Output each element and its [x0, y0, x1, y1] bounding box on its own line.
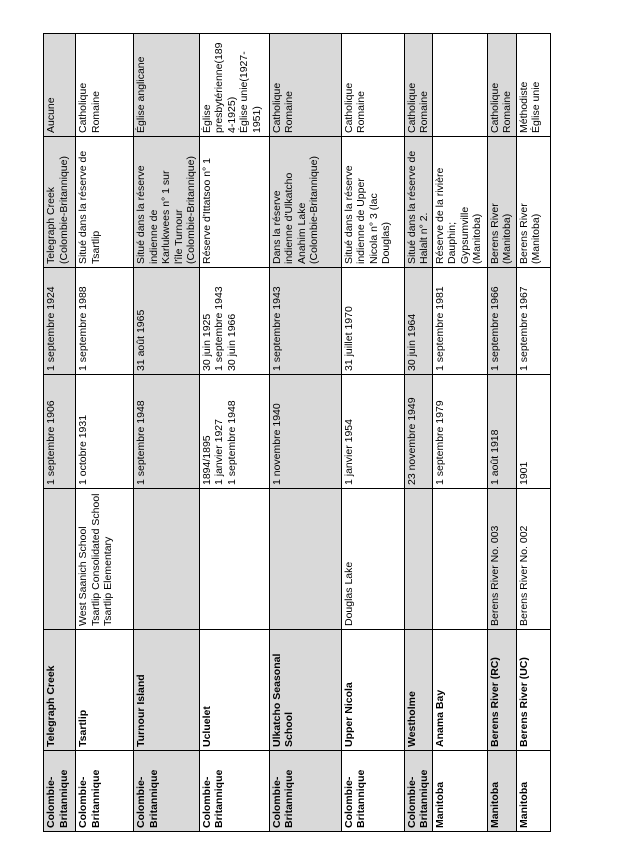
cell-location: Situé dans la réserve indienne de Upper …	[341, 136, 404, 268]
cell-location: Situé dans la réserve indienne de Karluk…	[133, 136, 199, 268]
cell-school-name: Turnour Island	[133, 629, 199, 751]
rotated-table-container: Colombie-Britannique Telegraph Creek 1 s…	[43, 33, 550, 832]
table-row: Manitoba Anama Bay 1 septembre 1979 1 se…	[432, 33, 487, 832]
table-row: Colombie-Britannique Turnour Island 1 se…	[133, 33, 199, 832]
cell-province: Colombie-Britannique	[404, 750, 432, 832]
table-row: Manitoba Berens River (UC) Berens River …	[516, 33, 550, 832]
cell-opening-date: 1 octobre 1931	[75, 374, 134, 489]
cell-opening-date: 1 janvier 1954	[341, 374, 404, 489]
cell-closing-date: 1 septembre 1966	[487, 267, 516, 375]
cell-opening-date: 1 septembre 1906	[43, 374, 76, 489]
cell-religion: Catholique Romaine	[75, 33, 134, 137]
cell-other-names	[133, 488, 199, 630]
cell-location: Berens River (Manitoba)	[487, 136, 516, 268]
cell-closing-date: 1 septembre 1988	[75, 267, 134, 375]
cell-religion: Méthodiste Église unie	[516, 33, 550, 137]
cell-other-names	[199, 488, 269, 630]
table-row: Colombie-Britannique Telegraph Creek 1 s…	[43, 33, 76, 832]
cell-closing-date: 30 juin 1964	[404, 267, 432, 375]
cell-other-names: Berens River No. 002	[516, 488, 550, 630]
table-row: Colombie-Britannique Tsartlip West Saani…	[75, 33, 134, 832]
cell-school-name: Berens River (RC)	[487, 629, 516, 751]
cell-province: Colombie-Britannique	[341, 750, 404, 832]
cell-closing-date: 30 juin 1925 1 septembre 1943 30 juin 19…	[199, 267, 269, 375]
cell-province: Colombie-Britannique	[269, 750, 341, 832]
cell-closing-date: 31 juillet 1970	[341, 267, 404, 375]
cell-other-names	[43, 488, 76, 630]
cell-school-name: Berens River (UC)	[516, 629, 550, 751]
cell-opening-date: 1894/1895 1 janvier 1927 1 septembre 194…	[199, 374, 269, 489]
table-row: Manitoba Berens River (RC) Berens River …	[487, 33, 516, 832]
schools-table: Colombie-Britannique Telegraph Creek 1 s…	[43, 33, 551, 832]
cell-other-names: Berens River No. 003	[487, 488, 516, 630]
table-row: Colombie-Britannique Ulkatcho Seasonal S…	[269, 33, 341, 832]
cell-other-names	[269, 488, 341, 630]
cell-other-names	[404, 488, 432, 630]
cell-closing-date: 31 août 1965	[133, 267, 199, 375]
cell-location: Telegraph Creek (Colombie-Britannique)	[43, 136, 76, 268]
cell-location: Réserve de la rivière Dauphin; Gypsumvil…	[432, 136, 487, 268]
table-row: Colombie-Britannique Upper Nicola Dougla…	[341, 33, 404, 832]
cell-province: Colombie-Britannique	[133, 750, 199, 832]
cell-school-name: Telegraph Creek	[43, 629, 76, 751]
cell-opening-date: 1 septembre 1948	[133, 374, 199, 489]
cell-religion: Catholique Romaine	[404, 33, 432, 137]
cell-location: Situé dans la réserve de Tsartlip	[75, 136, 134, 268]
cell-other-names: West Saanich School Tsartlip Consolidate…	[75, 488, 134, 630]
cell-location: Situé dans la réserve de Halalt n° 2.	[404, 136, 432, 268]
table-row: Colombie-Britannique Ucluelet 1894/1895 …	[199, 33, 269, 832]
cell-province: Colombie-Britannique	[75, 750, 134, 832]
cell-opening-date: 1 août 1918	[487, 374, 516, 489]
cell-closing-date: 1 septembre 1981	[432, 267, 487, 375]
cell-school-name: Ucluelet	[199, 629, 269, 751]
cell-location: Dans la réserve indienne d'Ulkatcho Anah…	[269, 136, 341, 268]
cell-religion: Catholique Romaine	[269, 33, 341, 137]
cell-religion	[432, 33, 487, 137]
cell-other-names	[432, 488, 487, 630]
cell-school-name: Upper Nicola	[341, 629, 404, 751]
cell-opening-date: 1901	[516, 374, 550, 489]
cell-location: Berens River (Manitoba)	[516, 136, 550, 268]
cell-religion: Catholique Romaine	[487, 33, 516, 137]
cell-religion: Aucune	[43, 33, 76, 137]
cell-province: Manitoba	[516, 750, 550, 832]
cell-province: Manitoba	[432, 750, 487, 832]
cell-school-name: Ulkatcho Seasonal School	[269, 629, 341, 751]
cell-location: Réserve d'Ittatsoo n° 1	[199, 136, 269, 268]
table-row: Colombie-Britannique Westholme 23 novemb…	[404, 33, 432, 832]
cell-school-name: Westholme	[404, 629, 432, 751]
cell-other-names: Douglas Lake	[341, 488, 404, 630]
cell-province: Colombie-Britannique	[199, 750, 269, 832]
cell-opening-date: 1 septembre 1979	[432, 374, 487, 489]
cell-school-name: Tsartlip	[75, 629, 134, 751]
cell-province: Colombie-Britannique	[43, 750, 76, 832]
cell-opening-date: 1 novembre 1940	[269, 374, 341, 489]
cell-religion: Église presbytérienne(1894-1925) Église …	[199, 33, 269, 137]
cell-closing-date: 1 septembre 1943	[269, 267, 341, 375]
cell-religion: Catholique Romaine	[341, 33, 404, 137]
cell-province: Manitoba	[487, 750, 516, 832]
cell-opening-date: 23 novembre 1949	[404, 374, 432, 489]
cell-school-name: Anama Bay	[432, 629, 487, 751]
cell-closing-date: 1 septembre 1924	[43, 267, 76, 375]
cell-religion: Église anglicane	[133, 33, 199, 137]
cell-closing-date: 1 septembre 1967	[516, 267, 550, 375]
